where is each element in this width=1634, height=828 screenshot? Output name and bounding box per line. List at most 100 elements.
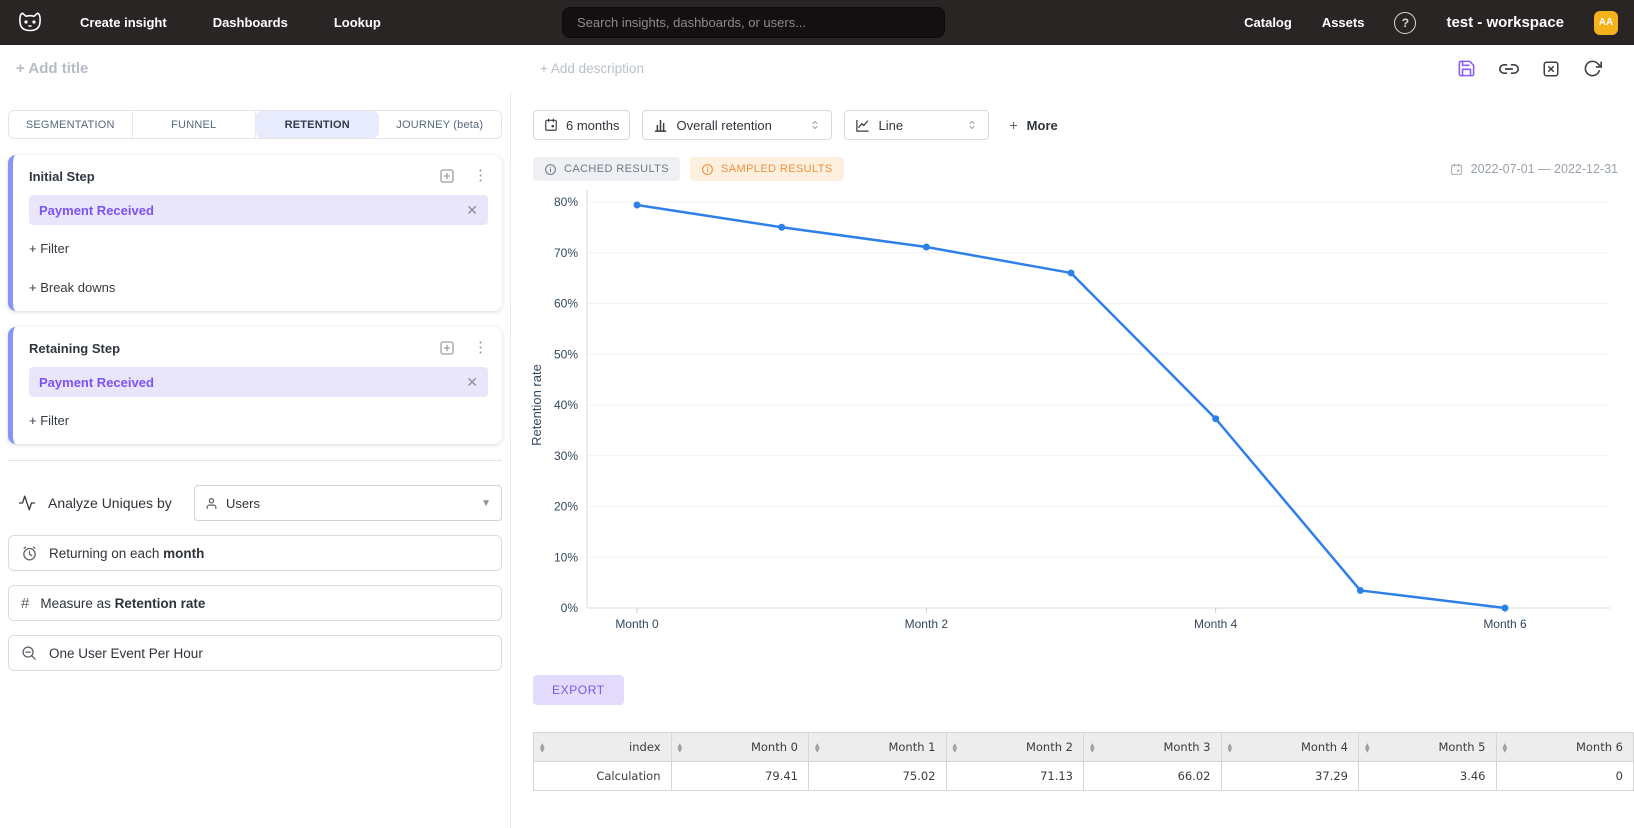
add-breakdown-link[interactable]: + Break downs <box>29 280 116 295</box>
option-value: month <box>163 545 205 561</box>
event-dedup-option[interactable]: One User Event Per Hour <box>8 635 502 671</box>
sort-icon[interactable]: ▲ ▼ <box>1090 742 1095 754</box>
table-cell: Calculation <box>533 761 672 791</box>
sort-icon[interactable]: ▲ ▼ <box>677 742 683 754</box>
column-label: Month 2 <box>1025 740 1073 754</box>
analyze-uniques-row: Analyze Uniques by Users ▼ <box>8 485 502 521</box>
retention-line-chart[interactable]: 0% 10% 20% 30% 40% 50% 60% 70% 80% Month 0 Month 2… <box>511 182 1634 652</box>
refresh-icon[interactable] <box>1583 59 1602 78</box>
insight-titlebar: + Add title + Add description <box>0 45 1634 92</box>
svg-text:10%: 10% <box>554 550 578 564</box>
bar-chart-icon <box>653 118 668 133</box>
table-column-header[interactable]: ▲ ▼ Month 4 <box>1220 732 1359 762</box>
workspace-name[interactable]: test - workspace <box>1446 14 1564 31</box>
retaining-step-card: Retaining Step ⋮ Payment Received ✕ + Fi… <box>8 327 502 444</box>
event-label: Payment Received <box>39 202 154 218</box>
column-label: index <box>629 740 661 754</box>
top-navbar: Create insight Dashboards Lookup Search … <box>0 0 1634 45</box>
remove-event-icon[interactable]: ✕ <box>466 201 478 218</box>
sort-icon[interactable]: ▲ ▼ <box>1502 742 1508 754</box>
zoom-out-icon <box>21 645 38 662</box>
tab-retention[interactable]: RETENTION <box>256 111 379 138</box>
sort-icon[interactable]: ▲ ▼ <box>1365 742 1370 754</box>
avatar[interactable]: AA <box>1594 10 1618 35</box>
table-cell: 71.13 <box>945 761 1084 791</box>
add-step-icon[interactable] <box>439 340 455 356</box>
more-button[interactable]: + More <box>1009 117 1057 133</box>
svg-text:60%: 60% <box>554 297 578 311</box>
table-column-header[interactable]: ▲ ▼ Month 3 <box>1083 732 1222 762</box>
measure-as-option[interactable]: # Measure as Retention rate <box>8 585 502 621</box>
search-input[interactable]: Search insights, dashboards, or users... <box>562 7 945 38</box>
plus-icon: + <box>1009 117 1018 133</box>
table-column-header[interactable]: ▲ ▼ Month 2 <box>945 732 1084 762</box>
table-column-header[interactable]: ▲ ▼ Month 6 <box>1495 732 1634 762</box>
remove-event-icon[interactable]: ✕ <box>466 373 478 390</box>
nav-catalog[interactable]: Catalog <box>1244 15 1292 30</box>
column-label: Month 5 <box>1438 740 1486 754</box>
tab-segmentation[interactable]: SEGMENTATION <box>9 111 133 138</box>
sort-icon[interactable]: ▲ ▼ <box>952 742 958 754</box>
table-column-header[interactable]: ▲ ▼ Month 1 <box>808 732 947 762</box>
clear-icon[interactable] <box>1542 60 1560 78</box>
add-filter-link[interactable]: + Filter <box>29 413 70 428</box>
help-icon[interactable]: ? <box>1394 11 1417 34</box>
more-label: More <box>1026 117 1058 133</box>
nav-dashboards[interactable]: Dashboards <box>212 15 288 30</box>
sort-icon[interactable]: ▲ ▼ <box>815 742 820 754</box>
svg-text:80%: 80% <box>554 195 578 209</box>
cached-results-badge[interactable]: CACHED RESULTS <box>533 157 681 181</box>
chart-type-select[interactable]: Line <box>844 110 990 140</box>
sampled-results-badge[interactable]: SAMPLED RESULTS <box>690 157 844 181</box>
column-label: Month 6 <box>1575 740 1623 754</box>
line-chart-icon <box>855 118 870 133</box>
svg-text:Month 4: Month 4 <box>1194 617 1238 631</box>
svg-text:70%: 70% <box>554 246 578 260</box>
nav-create-insight[interactable]: Create insight <box>80 15 167 30</box>
date-window-value: 6 months <box>566 117 620 133</box>
initial-step-event[interactable]: Payment Received ✕ <box>29 195 488 225</box>
results-table: ▲ ▼ index ▲ ▼ Month 0 ▲ ▼ Month 1 ▲ ▼ Month … <box>533 732 1634 791</box>
sort-icon[interactable]: ▲ ▼ <box>540 742 545 754</box>
add-description-button[interactable]: + Add description <box>540 61 644 76</box>
step-menu-icon[interactable]: ⋮ <box>473 339 488 356</box>
initial-step-title: Initial Step <box>29 168 95 184</box>
retention-type-select[interactable]: Overall retention <box>642 110 833 140</box>
tab-funnel[interactable]: FUNNEL <box>133 111 256 138</box>
query-builder-panel: SEGMENTATION FUNNEL RETENTION JOURNEY (b… <box>0 92 511 828</box>
date-window-button[interactable]: 6 months <box>533 110 631 140</box>
add-filter-link[interactable]: + Filter <box>29 241 70 256</box>
hash-icon: # <box>21 594 30 612</box>
nav-lookup[interactable]: Lookup <box>333 15 381 30</box>
chart-canvas[interactable]: 0% 10% 20% 30% 40% 50% 60% 70% 80% Month 0 Month 2… <box>511 182 1633 647</box>
option-text: One User Event Per Hour <box>49 645 203 661</box>
add-step-icon[interactable] <box>439 168 455 184</box>
table-column-header[interactable]: ▲ ▼ index <box>533 732 672 762</box>
option-text: Returning on each <box>49 545 164 561</box>
retaining-step-event[interactable]: Payment Received ✕ <box>29 367 488 397</box>
table-column-header[interactable]: ▲ ▼ Month 5 <box>1358 732 1497 762</box>
column-label: Month 3 <box>1163 740 1211 754</box>
column-label: Month 1 <box>888 740 936 754</box>
copy-link-icon[interactable] <box>1499 59 1519 79</box>
table-cell: 75.02 <box>808 761 947 791</box>
logo-cat-icon[interactable] <box>16 10 46 36</box>
save-icon[interactable] <box>1457 59 1476 78</box>
clock-icon <box>21 545 38 562</box>
svg-text:Retention rate: Retention rate <box>529 364 544 446</box>
table-column-header[interactable]: ▲ ▼ Month 0 <box>670 732 809 762</box>
uniques-entity-select[interactable]: Users ▼ <box>194 485 502 521</box>
nav-assets[interactable]: Assets <box>1321 15 1365 30</box>
step-menu-icon[interactable]: ⋮ <box>473 167 488 184</box>
svg-text:Month 2: Month 2 <box>905 617 949 631</box>
tab-journey[interactable]: JOURNEY (beta) <box>396 118 484 131</box>
sort-icon[interactable]: ▲ ▼ <box>1227 742 1233 754</box>
svg-text:50%: 50% <box>554 347 578 361</box>
add-title-button[interactable]: + Add title <box>16 60 89 77</box>
svg-text:Month 6: Month 6 <box>1483 617 1527 631</box>
export-button[interactable]: EXPORT <box>533 675 624 705</box>
event-label: Payment Received <box>39 374 154 390</box>
returning-interval-option[interactable]: Returning on each month <box>8 535 502 571</box>
table-cell: 3.46 <box>1358 761 1497 791</box>
report-type-tabs: SEGMENTATION FUNNEL RETENTION JOURNEY (b… <box>8 110 502 139</box>
